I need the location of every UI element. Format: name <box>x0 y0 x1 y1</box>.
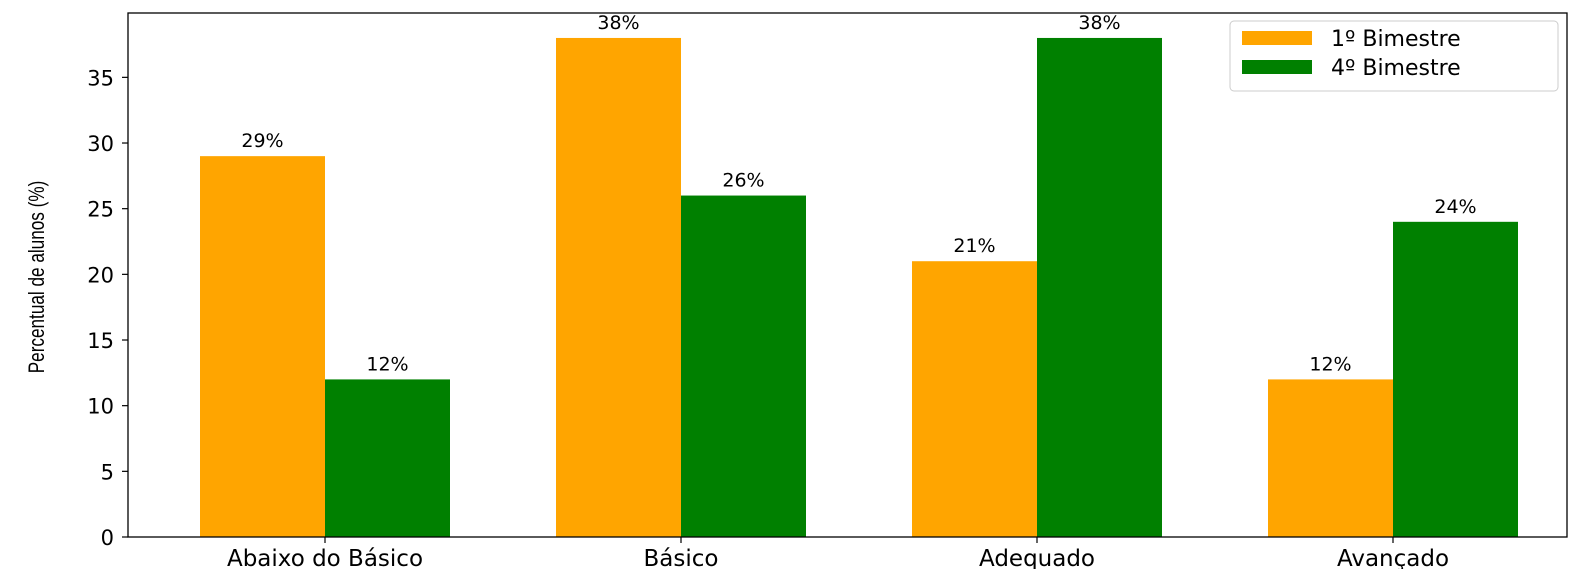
y-tick-label-1: 0 <box>101 526 114 550</box>
y-tick-label-2: 5 <box>101 460 114 484</box>
legend-label-1: 1º Bimestre <box>1331 27 1461 52</box>
data-label-series2-2: 26% <box>722 170 764 192</box>
bar-series1-2 <box>556 37 681 537</box>
x-tick-label-4: Avançado <box>1337 546 1449 569</box>
data-label-series2-3: 38% <box>1078 12 1120 34</box>
data-label-series2-4: 24% <box>1434 196 1476 218</box>
bar-series1-4 <box>1268 379 1393 537</box>
axes-layer: Abaixo do Básico Básico Adequado Avançado 0 5… <box>87 12 1568 572</box>
bar-series2-4 <box>1393 221 1518 538</box>
legend-swatch-2 <box>1242 60 1312 74</box>
x-tick-label-1: Abaixo do Básico <box>227 546 423 569</box>
data-label-series2-1: 12% <box>366 353 408 375</box>
data-labels-layer: 29% 12% 38% 26% 21% 38% 12% 24% <box>241 12 1476 375</box>
plot-frame <box>127 12 1568 538</box>
bar-series2-2 <box>681 195 806 537</box>
bars-layer <box>200 37 1518 538</box>
data-label-series1-2: 38% <box>597 12 639 34</box>
y-tick-label-4: 15 <box>87 329 114 353</box>
bar-series1-1 <box>200 156 325 537</box>
y-tick-label-5: 20 <box>87 263 114 287</box>
data-label-series1-1: 29% <box>241 130 283 152</box>
bar-series2-1 <box>325 379 450 537</box>
bar-series2-3 <box>1037 37 1162 537</box>
y-tick-label-7: 30 <box>87 132 114 156</box>
x-tick-label-2: Básico <box>644 546 719 569</box>
data-label-series1-3: 21% <box>953 235 995 257</box>
y-tick-label-6: 25 <box>87 198 114 222</box>
y-tick-label-8: 35 <box>87 66 114 90</box>
y-axis-label: Percentual de alunos (%) <box>25 181 50 374</box>
data-label-series1-4: 12% <box>1309 353 1351 375</box>
legend-swatch-1 <box>1242 31 1312 45</box>
bar-series1-3 <box>912 261 1037 537</box>
y-tick-label-3: 10 <box>87 395 114 419</box>
x-tick-label-3: Adequado <box>979 546 1095 569</box>
legend-label-2: 4º Bimestre <box>1331 56 1461 81</box>
legend: 1º Bimestre 4º Bimestre <box>1229 20 1559 92</box>
